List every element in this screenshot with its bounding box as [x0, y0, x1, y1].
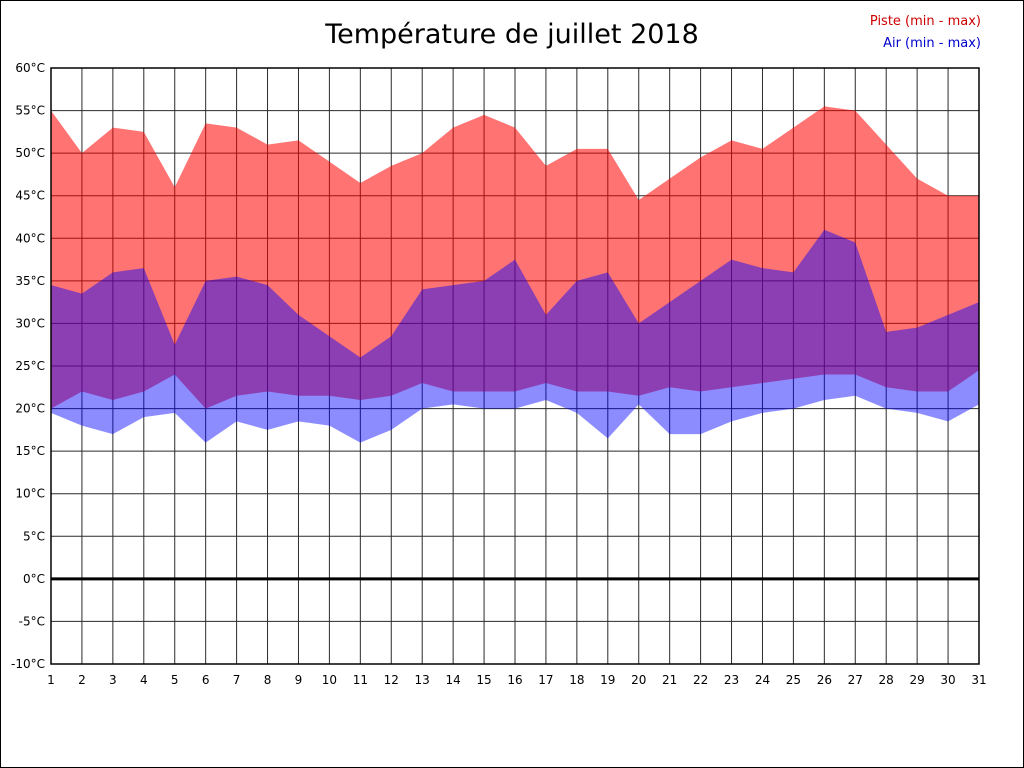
x-axis-tick-label: 30 — [940, 673, 955, 687]
y-axis-tick-label: 50°C — [15, 146, 45, 160]
x-axis-tick-label: 23 — [724, 673, 739, 687]
x-axis-tick-label: 4 — [140, 673, 148, 687]
y-axis-tick-label: 35°C — [15, 274, 45, 288]
x-axis-tick-label: 6 — [202, 673, 210, 687]
y-axis-tick-label: 55°C — [15, 104, 45, 118]
piste-band — [51, 106, 979, 409]
chart-title: Température de juillet 2018 — [325, 19, 699, 50]
x-axis-tick-label: 10 — [322, 673, 337, 687]
x-axis-tick-label: 14 — [445, 673, 460, 687]
plot-border — [50, 67, 980, 665]
y-axis-tick-label: 40°C — [15, 231, 45, 245]
y-axis-tick-label: 0°C — [23, 572, 45, 586]
y-axis-tick-label: 20°C — [15, 402, 45, 416]
x-axis-tick-label: 8 — [264, 673, 272, 687]
x-axis-tick-label: 26 — [817, 673, 832, 687]
x-axis-tick-label: 16 — [507, 673, 522, 687]
x-axis-tick-label: 1 — [47, 673, 55, 687]
y-axis-tick-label: -10°C — [11, 657, 45, 671]
y-axis-tick-label: 10°C — [15, 487, 45, 501]
y-axis-tick-label: -5°C — [19, 614, 45, 628]
x-axis-tick-label: 17 — [538, 673, 553, 687]
air-band — [51, 229, 979, 443]
x-axis-tick-label: 2 — [78, 673, 86, 687]
x-axis-tick-label: 13 — [415, 673, 430, 687]
x-axis-tick-label: 7 — [233, 673, 241, 687]
x-axis-tick-label: 5 — [171, 673, 179, 687]
y-axis-tick-label: 5°C — [23, 529, 45, 543]
x-axis-tick-label: 9 — [295, 673, 303, 687]
x-axis-tick-label: 29 — [909, 673, 924, 687]
x-axis-tick-label: 18 — [569, 673, 584, 687]
y-axis-tick-label: 15°C — [15, 444, 45, 458]
chart-legend: Piste (min - max) Air (min - max) — [870, 11, 981, 55]
y-axis-tick-label: 60°C — [15, 61, 45, 75]
x-axis-tick-label: 25 — [786, 673, 801, 687]
x-axis-tick-label: 27 — [848, 673, 863, 687]
x-axis-tick-label: 20 — [631, 673, 646, 687]
x-axis-tick-label: 19 — [600, 673, 615, 687]
x-axis-tick-label: 22 — [693, 673, 708, 687]
x-axis-tick-label: 28 — [879, 673, 894, 687]
y-axis-tick-label: 25°C — [15, 359, 45, 373]
x-axis-tick-label: 21 — [662, 673, 677, 687]
x-axis-tick-label: 3 — [109, 673, 117, 687]
legend-piste-label: Piste (min - max) — [869, 14, 981, 29]
x-axis-tick-label: 12 — [384, 673, 399, 687]
y-axis-tick-label: 45°C — [15, 189, 45, 203]
legend-air-label: Air (min - max) — [883, 36, 981, 51]
y-axis-tick-label: 30°C — [15, 316, 45, 330]
x-axis-tick-label: 24 — [755, 673, 770, 687]
x-axis-tick-label: 11 — [353, 673, 368, 687]
x-axis-tick-label: 31 — [971, 673, 986, 687]
x-axis-tick-label: 15 — [476, 673, 491, 687]
